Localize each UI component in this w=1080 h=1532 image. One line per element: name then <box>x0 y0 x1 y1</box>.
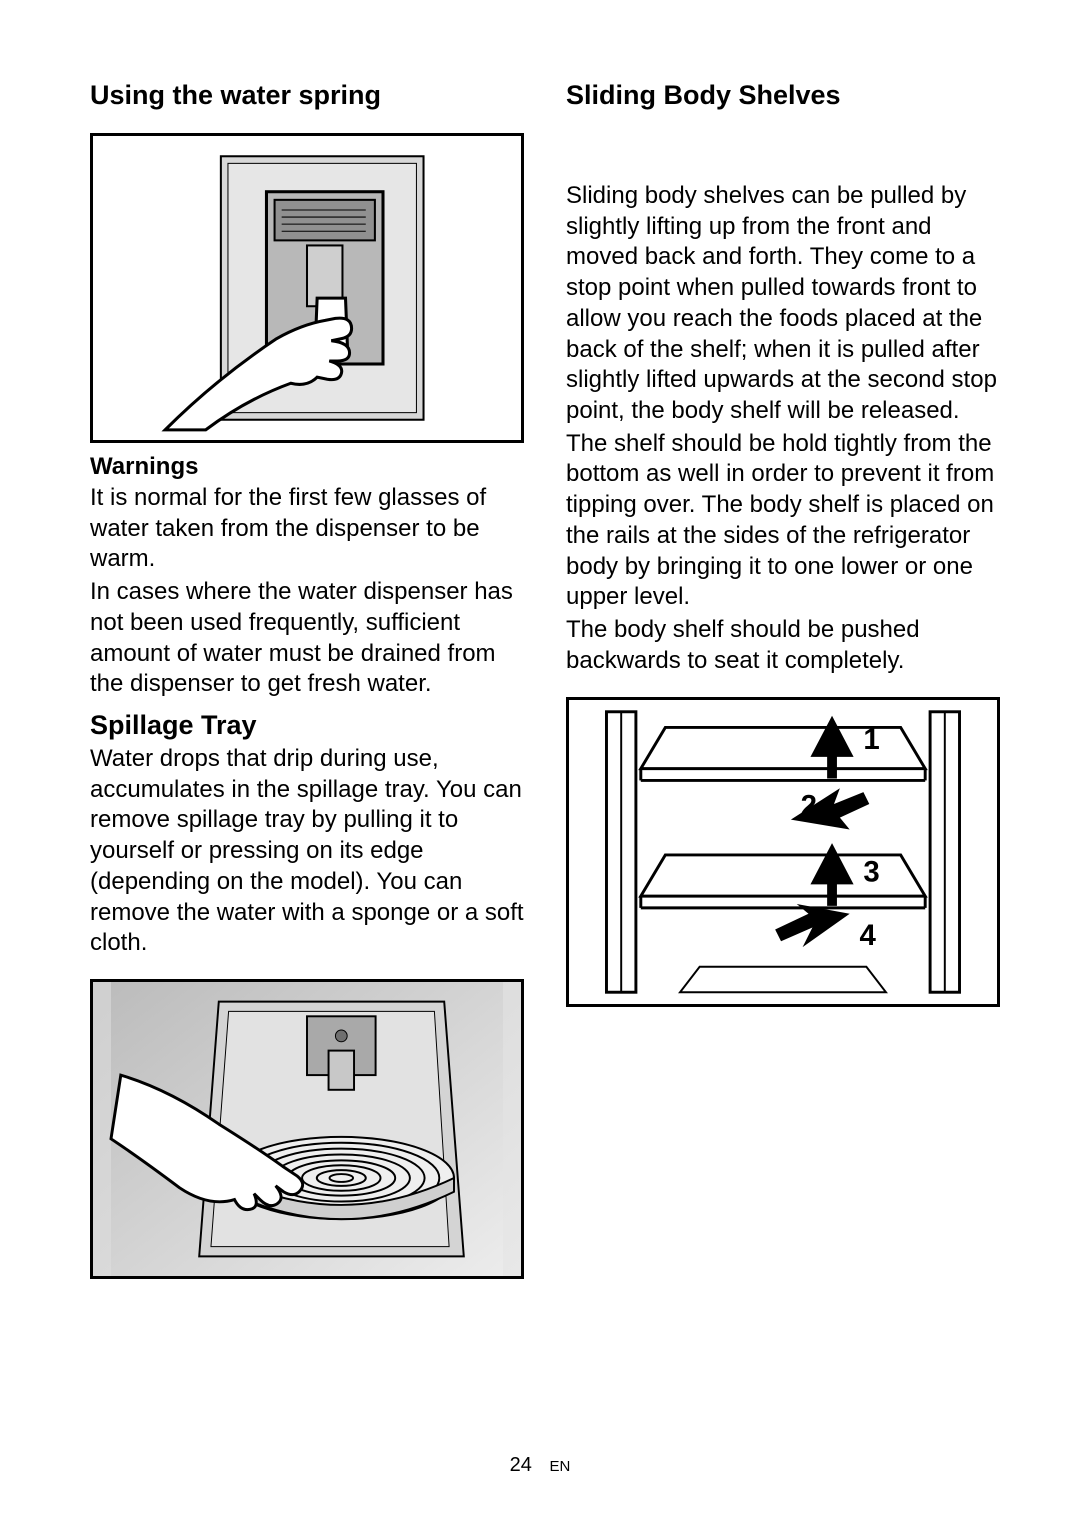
heading-sliding-shelves: Sliding Body Shelves <box>566 80 1000 111</box>
shelf-label-4: 4 <box>859 919 876 952</box>
shelves-p3: The body shelf should be pushed backward… <box>566 615 1000 676</box>
right-column: Sliding Body Shelves Sliding body shelve… <box>566 80 1000 1279</box>
shelf-label-3: 3 <box>863 855 879 888</box>
warnings-p2: In cases where the water dispenser has n… <box>90 577 524 700</box>
shelves-p1: Sliding body shelves can be pulled by sl… <box>566 181 1000 427</box>
heading-spillage: Spillage Tray <box>90 710 524 741</box>
spillage-p1: Water drops that drip during use, accumu… <box>90 744 524 959</box>
shelf-label-1: 1 <box>863 723 879 756</box>
left-column: Using the water spring <box>90 80 524 1279</box>
warnings-label: Warnings <box>90 453 524 481</box>
heading-water-spring: Using the water spring <box>90 80 524 111</box>
warnings-p1: It is normal for the first few glasses o… <box>90 483 524 575</box>
figure-sliding-shelves: 1 2 3 4 <box>566 697 1000 1007</box>
page-footer: 24 EN <box>0 1454 1080 1477</box>
page-number: 24 <box>510 1454 532 1476</box>
page-lang: EN <box>549 1458 570 1475</box>
shelf-label-2: 2 <box>801 789 817 822</box>
figure-water-dispenser <box>90 133 524 443</box>
figure-spillage-tray <box>90 979 524 1279</box>
shelves-p2: The shelf should be hold tightly from th… <box>566 429 1000 613</box>
